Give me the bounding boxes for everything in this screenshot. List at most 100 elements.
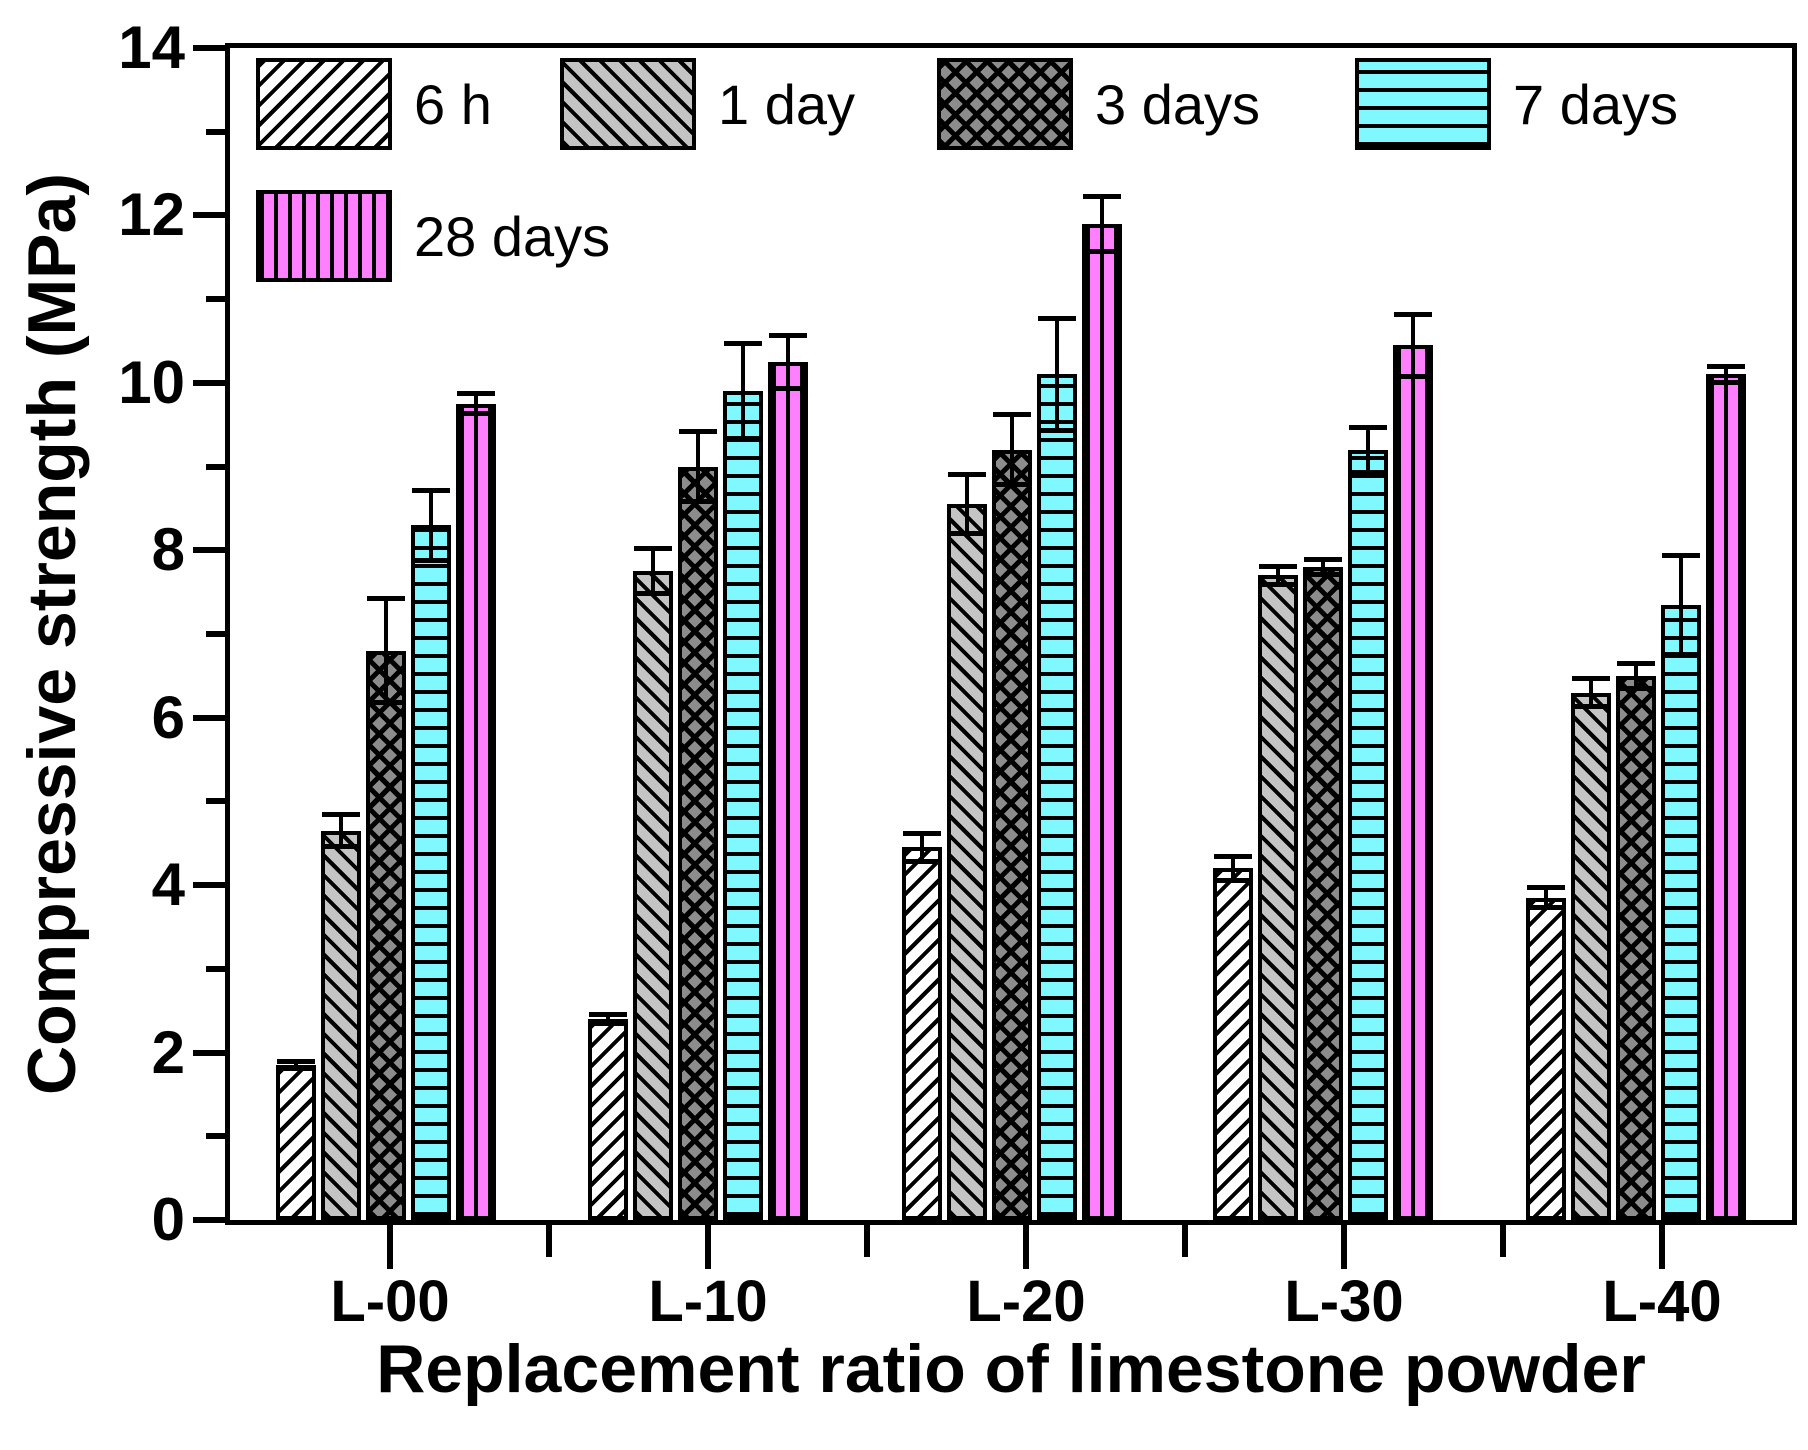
bar-L-00-3days xyxy=(366,650,406,1220)
error-stem xyxy=(741,341,745,442)
error-bar-L-30-1day xyxy=(1259,563,1297,588)
bar-L-00-1day xyxy=(321,830,361,1220)
y-tick-label-4: 4 xyxy=(151,851,185,919)
x-minor-tick-0 xyxy=(546,1225,552,1257)
legend-swatch-28days xyxy=(256,190,392,282)
x-minor-tick-1 xyxy=(864,1225,870,1257)
error-stem xyxy=(651,546,655,597)
error-cap-top xyxy=(589,1012,627,1018)
y-tick-label-6: 6 xyxy=(151,683,185,751)
bar-L-40-3days xyxy=(1616,675,1656,1220)
error-bar-L-20-7days xyxy=(1038,315,1076,434)
error-cap-top xyxy=(679,428,717,434)
bar-L-20-7days xyxy=(1037,374,1077,1220)
error-cap-bottom xyxy=(367,700,405,706)
error-stem xyxy=(1679,552,1683,657)
error-cap-top xyxy=(1038,315,1076,321)
error-stem xyxy=(1589,675,1593,710)
error-cap-top xyxy=(948,472,986,478)
error-stem xyxy=(920,830,924,865)
error-stem xyxy=(1231,854,1235,883)
legend-label-1day: 1 day xyxy=(718,72,855,136)
x-category-label-L-20: L-20 xyxy=(966,1269,1086,1334)
bar-L-10-1day xyxy=(633,571,673,1220)
error-cap-top xyxy=(277,1059,315,1065)
error-cap-top xyxy=(322,812,360,818)
error-bar-L-30-6h xyxy=(1214,854,1252,883)
legend-swatch-1day xyxy=(560,58,696,150)
error-stem xyxy=(1544,885,1548,911)
error-cap-bottom xyxy=(1617,685,1655,691)
error-stem xyxy=(1010,412,1014,488)
error-bar-L-00-6h xyxy=(277,1059,315,1071)
error-bar-L-00-28days xyxy=(457,391,495,417)
x-category-label-L-10: L-10 xyxy=(648,1269,768,1334)
x-tick-L-40 xyxy=(1659,1225,1665,1269)
x-category-label-L-40: L-40 xyxy=(1602,1269,1722,1334)
error-cap-top xyxy=(1617,660,1655,666)
bar-L-20-6h xyxy=(902,847,942,1220)
error-cap-bottom xyxy=(1304,572,1342,578)
bar-L-30-3days xyxy=(1303,567,1343,1220)
error-bar-L-40-6h xyxy=(1527,885,1565,911)
y-tick-label-12: 12 xyxy=(118,181,185,249)
error-bar-L-10-28days xyxy=(769,332,807,392)
bar-L-30-28days xyxy=(1393,345,1433,1220)
error-bar-L-40-1day xyxy=(1572,675,1610,710)
x-tick-L-20 xyxy=(1023,1225,1029,1269)
error-stem xyxy=(1276,563,1280,588)
bar-L-10-28days xyxy=(768,361,808,1220)
legend-label-6h: 6 h xyxy=(414,72,492,136)
error-cap-bottom xyxy=(322,844,360,850)
y-axis-title: Compressive strength (MPa) xyxy=(14,173,90,1095)
error-stem xyxy=(606,1012,610,1026)
error-cap-top xyxy=(1394,311,1432,317)
y-tick-label-10: 10 xyxy=(118,348,185,416)
y-tick-4 xyxy=(193,882,225,889)
bar-L-40-28days xyxy=(1706,374,1746,1220)
legend-item-1day: 1 day xyxy=(560,58,855,150)
error-cap-bottom xyxy=(1083,248,1121,254)
bar-L-00-28days xyxy=(456,403,496,1220)
bar-L-20-1day xyxy=(947,504,987,1220)
x-axis-title: Replacement ratio of limestone powder xyxy=(376,1331,1646,1407)
x-category-label-L-00: L-00 xyxy=(330,1269,450,1334)
y-tick-11 xyxy=(206,296,225,303)
error-cap-top xyxy=(1304,556,1342,562)
error-cap-top xyxy=(993,412,1031,418)
error-stem xyxy=(786,332,790,392)
x-tick-L-00 xyxy=(387,1225,393,1269)
bar-L-40-7days xyxy=(1661,604,1701,1220)
bar-L-40-1day xyxy=(1571,692,1611,1220)
y-tick-5 xyxy=(206,798,225,805)
error-cap-bottom xyxy=(1572,704,1610,710)
legend-label-28days: 28 days xyxy=(414,204,611,268)
error-cap-bottom xyxy=(277,1065,315,1071)
error-stem xyxy=(429,487,433,563)
error-cap-top xyxy=(412,487,450,493)
error-cap-top xyxy=(769,332,807,338)
error-bar-L-00-7days xyxy=(412,487,450,563)
error-cap-top xyxy=(1572,675,1610,681)
y-tick-8 xyxy=(193,547,225,554)
legend-swatch-3days xyxy=(937,58,1073,150)
error-stem xyxy=(474,391,478,417)
error-stem xyxy=(339,812,343,850)
bar-L-40-6h xyxy=(1526,897,1566,1220)
y-tick-label-0: 0 xyxy=(151,1186,185,1253)
error-cap-bottom xyxy=(1707,379,1745,385)
error-bar-L-20-6h xyxy=(903,830,941,865)
error-stem xyxy=(1321,556,1325,578)
error-bar-L-20-1day xyxy=(948,472,986,537)
error-cap-top xyxy=(1527,885,1565,891)
y-tick-3 xyxy=(206,965,225,972)
error-stem xyxy=(965,472,969,537)
error-cap-bottom xyxy=(1662,651,1700,657)
y-tick-2 xyxy=(193,1049,225,1056)
error-cap-top xyxy=(1707,364,1745,370)
error-cap-top xyxy=(367,596,405,602)
y-tick-9 xyxy=(206,463,225,470)
error-stem xyxy=(1411,311,1415,379)
bar-L-00-6h xyxy=(276,1065,316,1220)
